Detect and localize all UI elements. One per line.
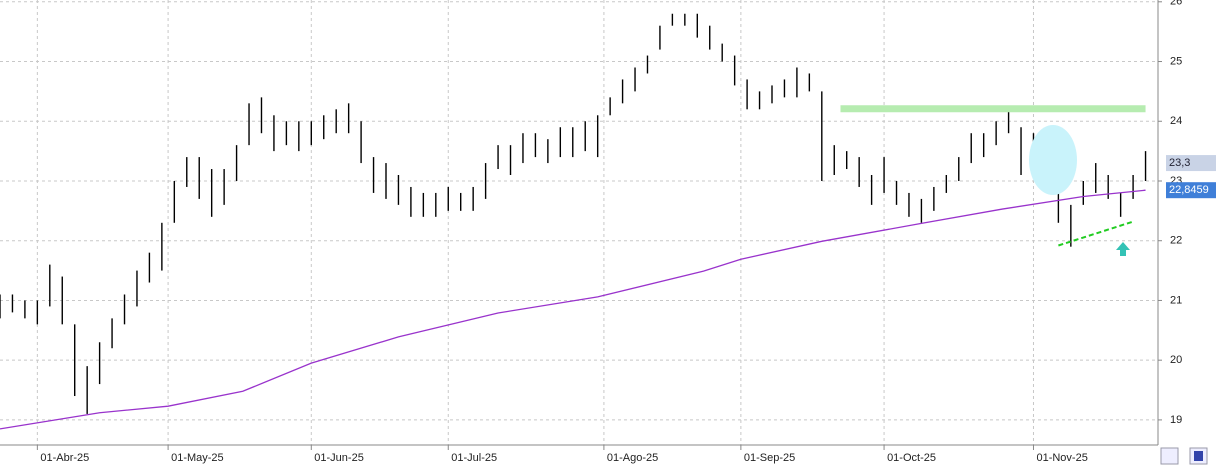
y-tick-label: 25 [1170, 55, 1182, 67]
x-tick-label: 01-Jul-25 [451, 452, 497, 464]
up-arrow [1116, 242, 1130, 256]
moving-average [0, 189, 1146, 430]
last-price-label: 23,3 [1169, 157, 1190, 169]
highlight-ellipse [1029, 125, 1077, 195]
y-tick-label: 21 [1170, 294, 1182, 306]
y-tick-label: 19 [1170, 414, 1182, 426]
x-tick-label: 01-Abr-25 [40, 452, 89, 464]
x-tick-label: 01-Sep-25 [744, 452, 795, 464]
save-icon [1194, 451, 1203, 461]
last-price-label-box [1166, 155, 1216, 172]
y-tick-label: 20 [1170, 354, 1182, 366]
x-tick-label: 01-Oct-25 [887, 452, 936, 464]
y-tick-label: 26 [1170, 0, 1182, 8]
support-line [1058, 220, 1134, 247]
x-tick-label: 01-Ago-25 [607, 452, 658, 464]
ma-value-label: 22,8459 [1169, 184, 1209, 196]
x-tick-label: 01-Jun-25 [314, 452, 364, 464]
x-tick-label: 01-Nov-25 [1036, 452, 1087, 464]
y-tick-label: 22 [1170, 235, 1182, 247]
x-tick-label: 01-May-25 [171, 452, 224, 464]
scroll-button[interactable] [1160, 447, 1179, 465]
ma-value-label-box [1166, 182, 1216, 199]
y-tick-label: 24 [1170, 115, 1182, 127]
